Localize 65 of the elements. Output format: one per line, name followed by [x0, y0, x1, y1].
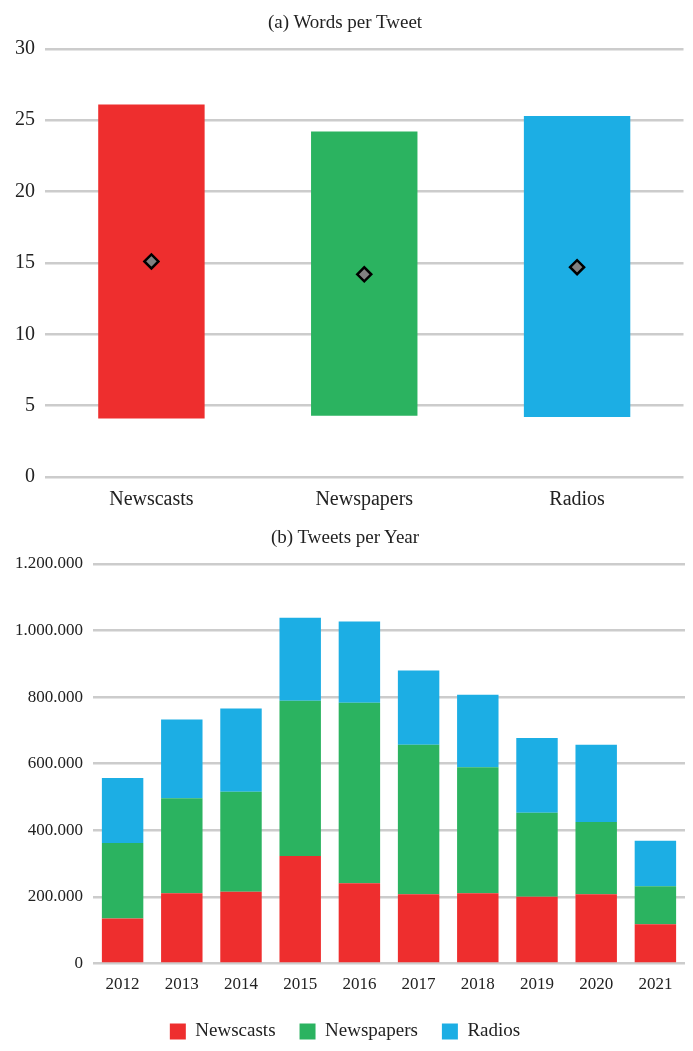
x-tick-label: 2015 — [283, 974, 318, 994]
bar — [575, 744, 617, 822]
y-tick-label: 25 — [15, 107, 35, 130]
bar — [338, 702, 381, 884]
y-tick-label: 0 — [74, 953, 83, 973]
y-tick-label: 10 — [15, 321, 35, 344]
bar — [397, 670, 440, 745]
bar — [338, 883, 381, 963]
bar — [311, 131, 418, 416]
bar — [161, 893, 203, 963]
bar — [516, 812, 558, 897]
x-tick-label: Newscasts — [109, 487, 194, 510]
y-tick-label: 30 — [15, 36, 35, 59]
bar — [98, 104, 205, 419]
legend-label: Newscasts — [195, 1019, 276, 1041]
x-tick-label: 2017 — [401, 974, 437, 994]
bar — [457, 694, 499, 768]
y-tick-label: 5 — [25, 392, 35, 415]
bar — [220, 891, 262, 963]
x-tick-label: 2014 — [224, 974, 259, 994]
bar — [575, 822, 617, 895]
y-tick-label: 600.000 — [27, 753, 83, 773]
bar — [516, 738, 558, 813]
x-tick-label: 2016 — [342, 974, 377, 994]
legend-label: Radios — [467, 1019, 521, 1041]
x-tick-label: 2013 — [164, 974, 199, 994]
chart-title: (b) Tweets per Year — [270, 526, 420, 549]
bar — [101, 918, 144, 963]
x-tick-label: Radios — [549, 487, 606, 510]
bar — [397, 744, 440, 895]
x-tick-label: 2018 — [460, 974, 495, 994]
chart-title: (a) Words per Tweet — [267, 11, 423, 34]
y-tick-label: 15 — [15, 250, 35, 273]
bar — [279, 855, 321, 963]
bar — [634, 924, 677, 963]
x-tick-label: 2021 — [638, 974, 673, 994]
y-tick-label: 1.000.000 — [15, 619, 83, 639]
y-tick-label: 800.000 — [27, 686, 83, 706]
y-tick-label: 400.000 — [27, 819, 83, 839]
x-tick-label: 2012 — [105, 974, 140, 994]
bar — [101, 778, 144, 843]
y-tick-label: 0 — [25, 464, 35, 487]
bar — [457, 767, 499, 894]
bar — [220, 708, 262, 792]
bar — [279, 700, 321, 856]
bar — [516, 896, 558, 963]
bar — [338, 621, 381, 703]
y-tick-label: 20 — [15, 178, 35, 201]
bar — [101, 842, 144, 919]
x-tick-label: 2020 — [579, 974, 614, 994]
bar — [575, 894, 617, 963]
bar — [634, 840, 677, 887]
x-tick-label: Newspapers — [315, 487, 414, 511]
x-tick-label: 2019 — [520, 974, 554, 994]
y-tick-label: 1.200.000 — [15, 553, 83, 573]
bar — [457, 893, 499, 963]
y-tick-label: 200.000 — [27, 886, 83, 906]
bar — [397, 894, 440, 963]
bar — [634, 886, 677, 925]
bar — [220, 791, 262, 892]
legend-label: Newspapers — [325, 1019, 418, 1041]
bar — [161, 798, 203, 894]
bar — [161, 719, 203, 799]
bar — [279, 617, 321, 701]
bar — [523, 115, 631, 418]
